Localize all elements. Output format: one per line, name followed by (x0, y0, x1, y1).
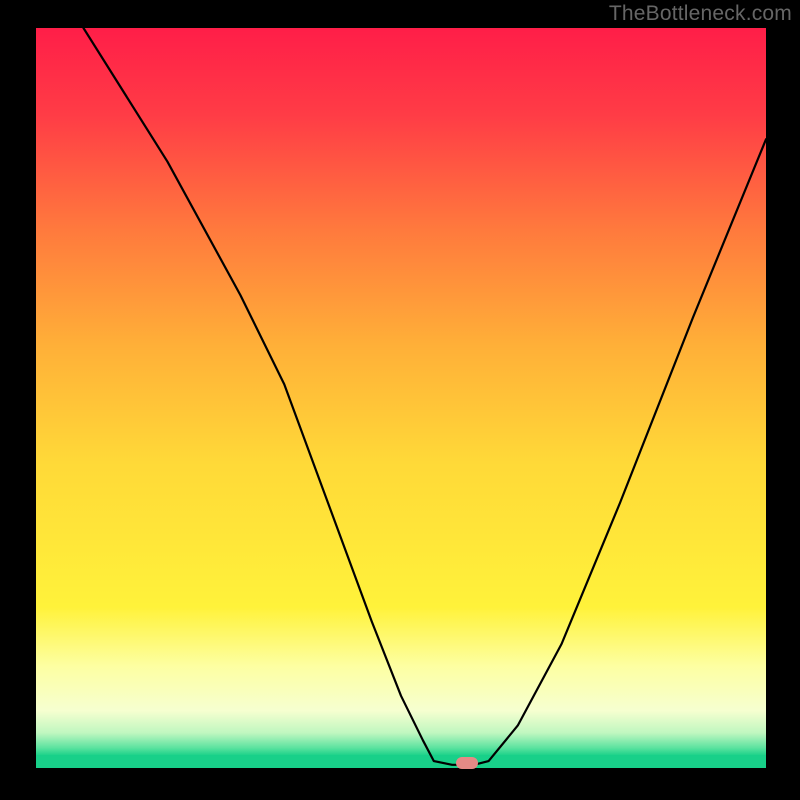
bottleneck-curve (36, 28, 766, 770)
chart-container: TheBottleneck.com (0, 0, 800, 800)
plot-area (36, 28, 766, 770)
bottom-axis-line (36, 768, 766, 770)
watermark-text: TheBottleneck.com (609, 2, 792, 26)
sweet-spot-marker (456, 757, 478, 769)
